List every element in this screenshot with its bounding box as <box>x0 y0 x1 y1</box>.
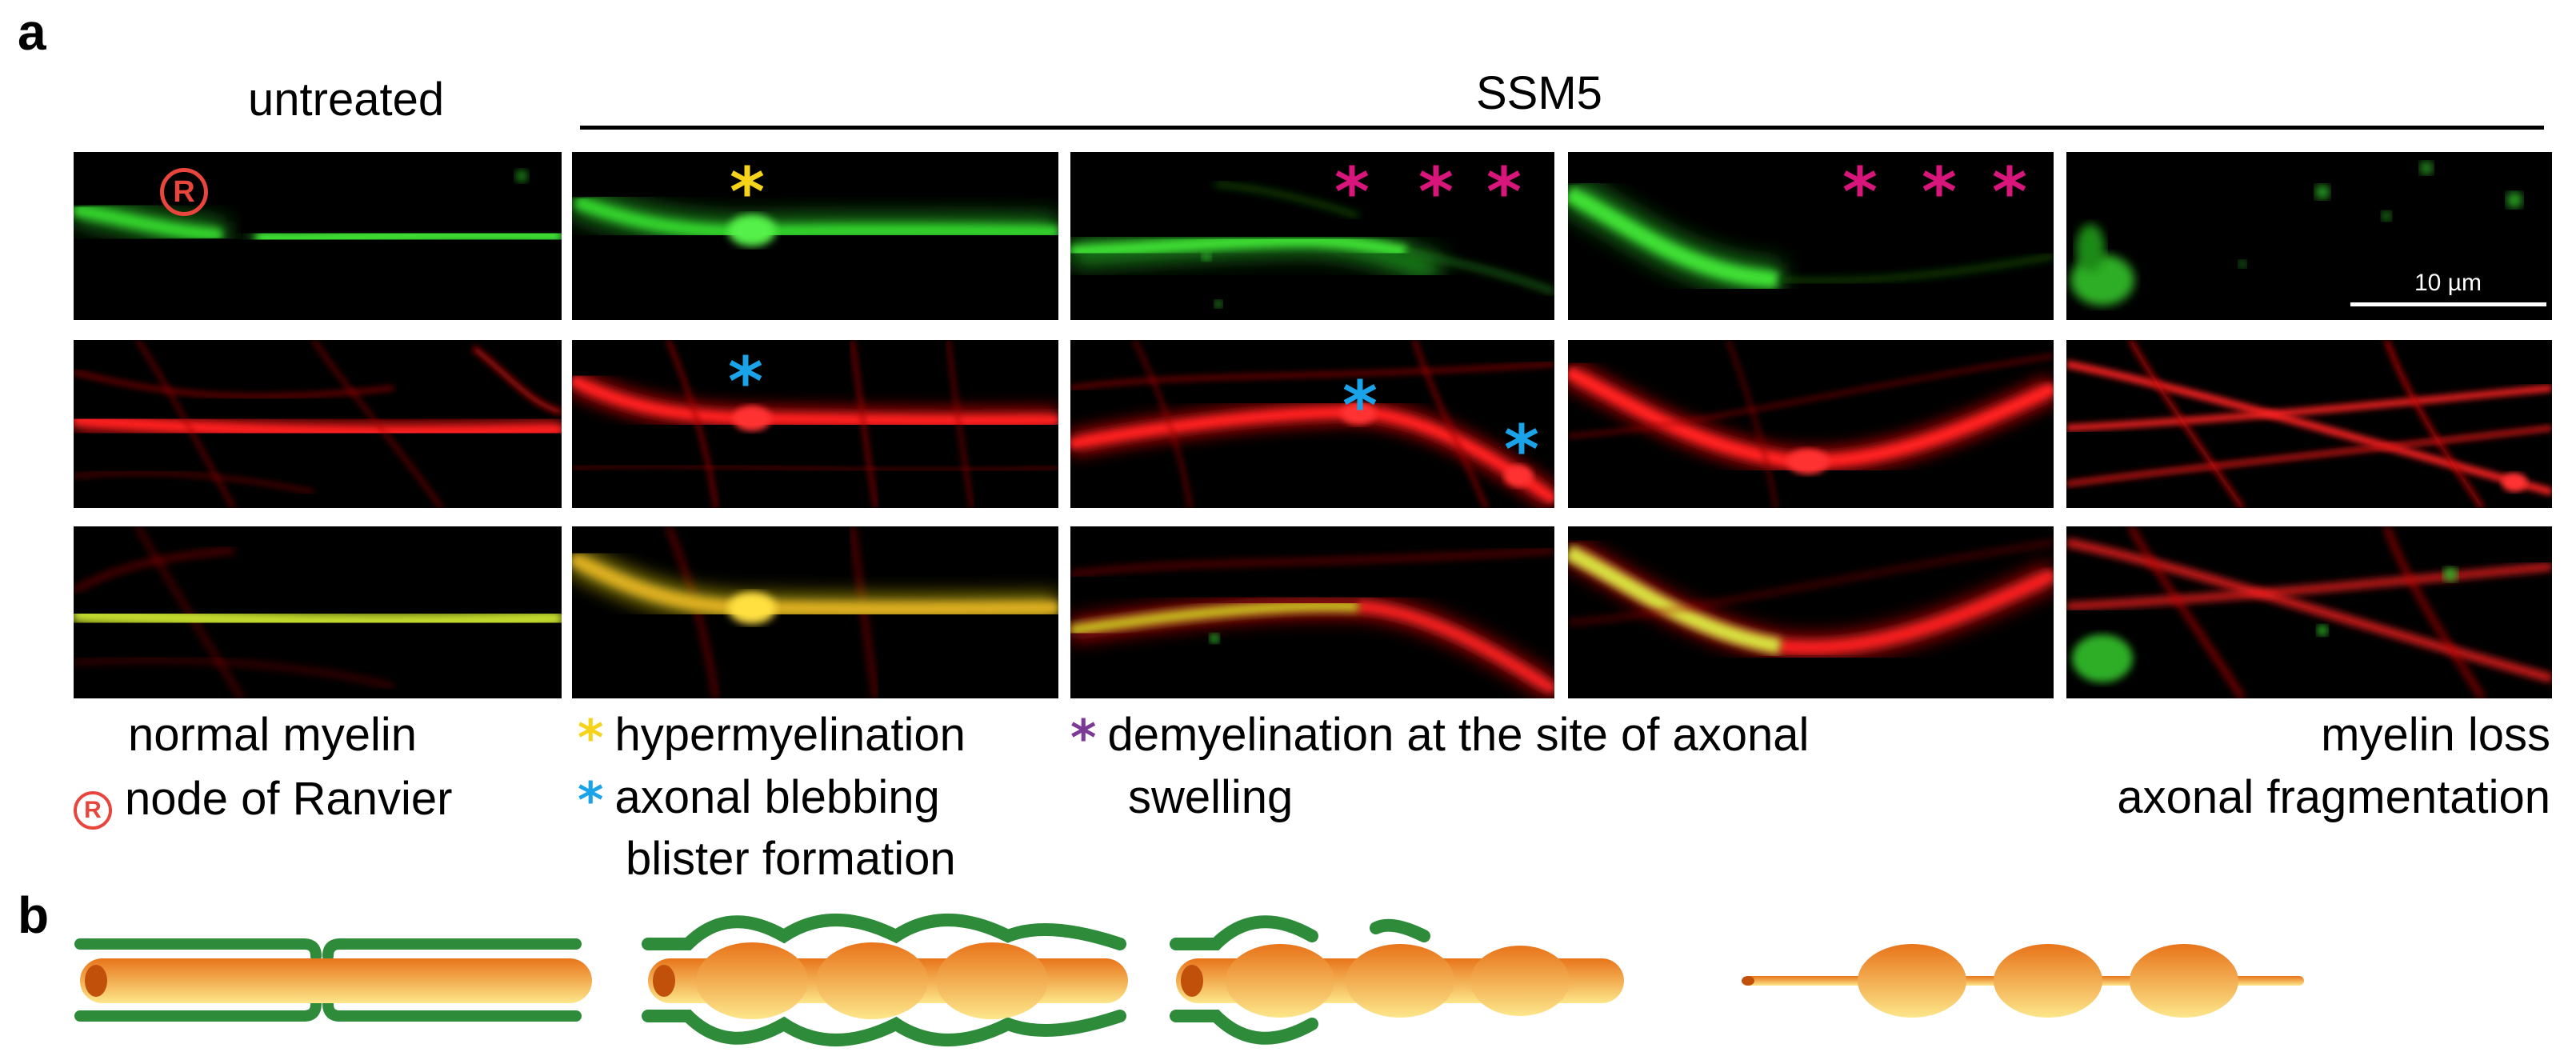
demyelination-asterisk-4: * <box>1842 153 1878 231</box>
image-red-ssm5-4 <box>2066 340 2552 508</box>
schematic-demyelination <box>1170 915 1624 1045</box>
image-merge-ssm5-1 <box>572 526 1058 698</box>
caption-hypermyelination-text: hypermyelination <box>614 709 966 761</box>
purple-asterisk-legend-icon: * <box>1070 709 1097 767</box>
axon-schematic <box>64 912 2384 1056</box>
image-merge-ssm5-4 <box>2066 526 2552 698</box>
image-red-ssm5-3 <box>1568 340 2054 508</box>
image-green-untreated <box>74 152 562 320</box>
image-green-ssm5-4: 10 µm <box>2066 152 2552 320</box>
scale-bar <box>2350 302 2546 306</box>
caption-normal-myelin: normal myelin <box>128 709 417 761</box>
caption-hypermyelination: * hypermyelination <box>578 712 966 763</box>
caption-node-of-ranvier-text: node of Ranvier <box>125 773 453 825</box>
demyelination-asterisk-2: * <box>1418 153 1454 231</box>
ranvier-legend-icon: R <box>74 791 112 830</box>
header-untreated: untreated <box>248 74 445 126</box>
image-red-untreated <box>74 340 562 508</box>
schematic-fragmentation <box>1742 944 2304 1018</box>
caption-axonal-blebbing: * axonal blebbing <box>578 774 940 826</box>
ranvier-marker: R <box>160 168 208 216</box>
image-green-ssm5-3 <box>1568 152 2054 320</box>
caption-demyelination-text: demyelination at the site of axonal <box>1107 709 1810 761</box>
caption-axonal-fragmentation: axonal fragmentation <box>2117 771 2550 823</box>
demyelination-asterisk-6: * <box>1992 153 2027 231</box>
caption-blister-formation: blister formation <box>626 833 956 885</box>
blebbing-asterisk-3: * <box>1504 410 1539 489</box>
panel-b-label: b <box>18 886 50 944</box>
caption-swelling: swelling <box>1128 771 1294 823</box>
cyan-asterisk-legend-icon: * <box>578 771 604 830</box>
caption-demyelination: * demyelination at the site of axonal <box>1070 712 1809 763</box>
image-green-ssm5-1 <box>572 152 1058 320</box>
blebbing-asterisk-1: * <box>728 342 763 421</box>
hypermyelination-asterisk: * <box>730 153 765 231</box>
treatment-bracket-line <box>580 126 2544 130</box>
image-merge-ssm5-2 <box>1070 526 1554 698</box>
image-green-ssm5-2 <box>1070 152 1554 320</box>
image-red-ssm5-2 <box>1070 340 1554 508</box>
demyelination-asterisk-1: * <box>1334 153 1370 231</box>
image-red-ssm5-1 <box>572 340 1058 508</box>
caption-axonal-blebbing-text: axonal blebbing <box>614 771 940 823</box>
demyelination-asterisk-3: * <box>1486 153 1522 231</box>
schematic-hypermyelination <box>642 914 1128 1046</box>
schematic-normal <box>74 938 592 1022</box>
scale-bar-label: 10 µm <box>2414 270 2482 296</box>
blebbing-asterisk-2: * <box>1342 366 1378 445</box>
image-merge-ssm5-3 <box>1568 526 2054 698</box>
caption-myelin-loss: myelin loss <box>2321 709 2550 761</box>
demyelination-asterisk-5: * <box>1922 153 1957 231</box>
image-merge-untreated <box>74 526 562 698</box>
header-ssm5: SSM5 <box>1476 67 1602 119</box>
yellow-asterisk-legend-icon: * <box>578 709 604 767</box>
panel-a-label: a <box>18 3 46 61</box>
